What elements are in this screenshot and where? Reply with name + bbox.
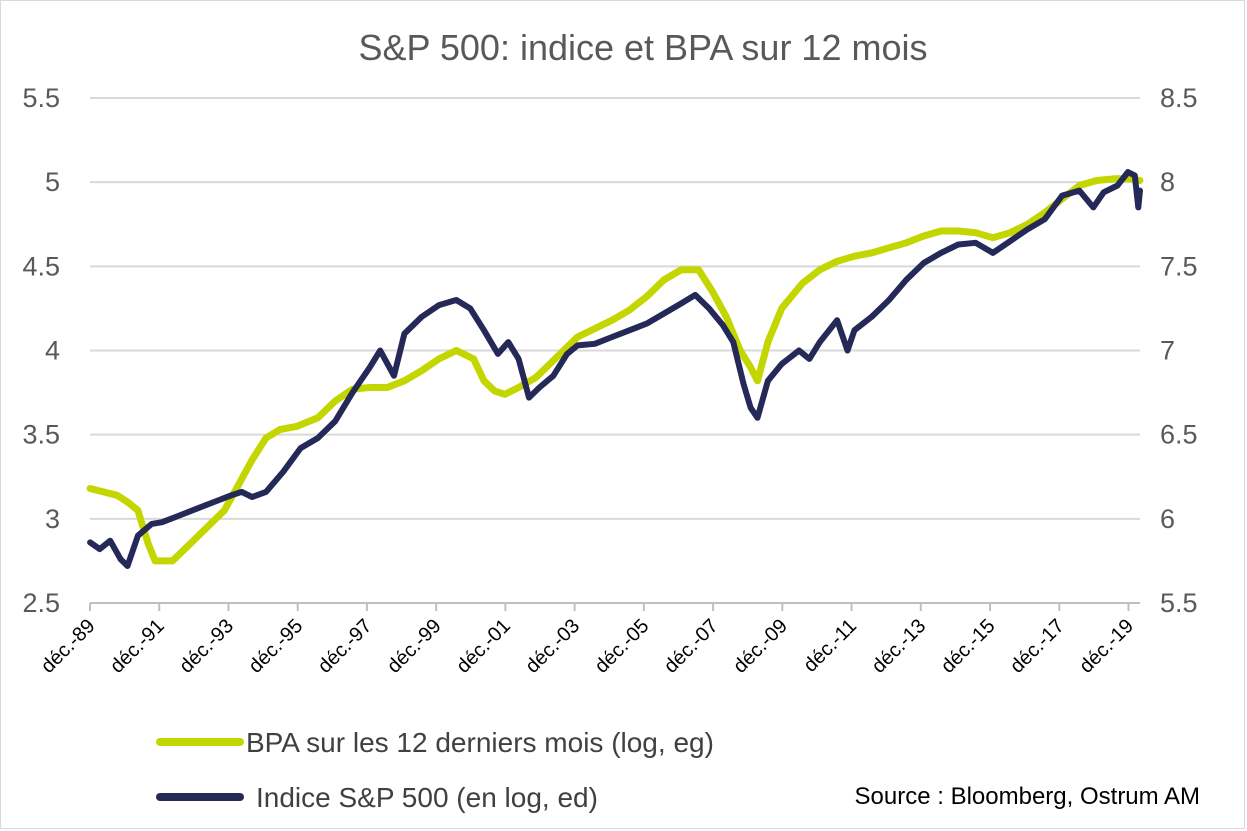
source-note: Source : Bloomberg, Ostrum AM (855, 783, 1200, 810)
x-tick-label: déc.-17 (1006, 615, 1069, 678)
x-tick-label: déc.-91 (106, 615, 169, 678)
left-tick-label: 4 (45, 336, 60, 366)
left-axis-ticks: 2.5 3 3.5 4 4.5 5 5.5 (22, 83, 60, 618)
left-tick-label: 3.5 (22, 420, 60, 450)
right-tick-label: 7.5 (1160, 251, 1198, 281)
series-lines (86, 169, 1144, 569)
x-tick-label: déc.-99 (383, 615, 446, 678)
series-line-index (87, 169, 1143, 569)
x-tick-label: déc.-07 (660, 615, 723, 678)
legend-label-bpa: BPA sur les 12 derniers mois (log, eg) (246, 727, 714, 758)
x-tick-label: déc.-95 (244, 615, 307, 678)
right-tick-label: 7 (1160, 336, 1175, 366)
chart-title: S&P 500: indice et BPA sur 12 mois (359, 27, 928, 68)
right-axis-ticks: 5.5 6 6.5 7 7.5 8 8.5 (1160, 83, 1198, 618)
x-tick-label: déc.-03 (521, 615, 584, 678)
left-tick-label: 3 (45, 504, 60, 534)
x-tick-label: déc.-01 (452, 615, 515, 678)
legend-label-index: Indice S&P 500 (en log, ed) (256, 782, 598, 813)
left-tick-label: 5.5 (22, 83, 60, 113)
grid-lines (90, 97, 1140, 520)
x-tick-label: déc.-05 (591, 615, 654, 678)
left-tick-label: 2.5 (22, 588, 60, 618)
x-tick-label: déc.-13 (868, 615, 931, 678)
x-tick-label: déc.-89 (37, 615, 100, 678)
x-tick-label: déc.-11 (799, 615, 861, 677)
left-tick-label: 4.5 (22, 251, 60, 281)
series-line-bpa (86, 175, 1144, 565)
right-tick-label: 8.5 (1160, 83, 1198, 113)
x-tick-label: déc.-97 (314, 615, 377, 678)
left-tick-label: 5 (45, 167, 60, 197)
x-axis: déc.-89 déc.-91 déc.-93 déc.-95 déc.-97 déc.-… (37, 602, 1140, 678)
x-tick-label: déc.-09 (729, 615, 792, 678)
x-tick-label: déc.-19 (1075, 615, 1138, 678)
x-tick-label: déc.-93 (175, 615, 238, 678)
right-tick-label: 6.5 (1160, 420, 1198, 450)
right-tick-label: 6 (1160, 504, 1175, 534)
x-tick-label: déc.-15 (937, 615, 1000, 678)
right-tick-label: 5.5 (1160, 588, 1198, 618)
right-tick-label: 8 (1160, 167, 1175, 197)
